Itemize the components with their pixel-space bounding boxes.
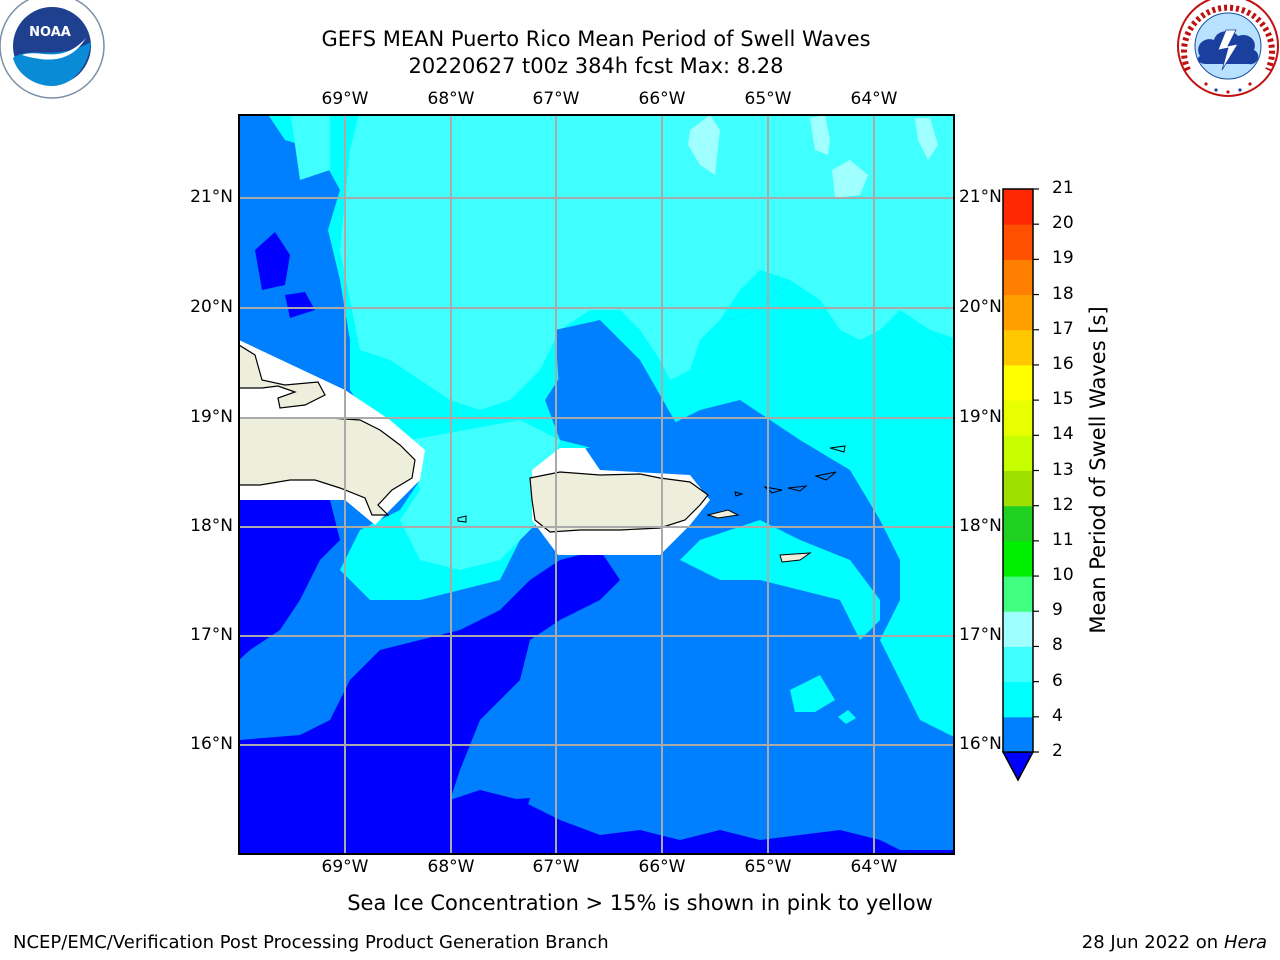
st-croix <box>779 552 812 563</box>
colorbar-tick-label: 2 <box>1052 741 1063 761</box>
colorbar <box>1001 188 1039 782</box>
lat-label-left: 20°N <box>190 297 233 317</box>
colorbar-segment <box>1003 189 1033 225</box>
colorbar-tick-label: 14 <box>1052 424 1074 445</box>
colorbar-tick-label: 21 <box>1052 178 1074 198</box>
lon-label-bottom: 68°W <box>427 857 475 877</box>
contour-2-i <box>500 798 530 818</box>
credit-line: NCEP/EMC/Verification Post Processing Pr… <box>13 932 609 953</box>
colorbar-segment <box>1003 505 1033 542</box>
colorbar-segment <box>1003 540 1033 577</box>
colorbar-segment <box>1003 611 1033 647</box>
lon-label-bottom: 64°W <box>850 857 898 877</box>
contour-4-6-g <box>790 675 835 712</box>
contour-8-9-d <box>915 118 938 160</box>
lon-label-top: 68°W <box>427 89 475 109</box>
contour-6-8-south <box>400 420 560 570</box>
colorbar-tick-label: 9 <box>1052 600 1063 621</box>
colorbar-tick-label: 12 <box>1052 494 1074 515</box>
lat-label-right: 19°N <box>959 407 1002 427</box>
colorbar-segment <box>1003 329 1033 366</box>
lat-label-left: 17°N <box>190 625 233 645</box>
sea-ice-note: Sea Ice Concentration > 15% is shown in … <box>347 891 933 915</box>
colorbar-segment <box>1003 364 1033 401</box>
contour-2-b <box>239 550 954 854</box>
chart-title: GEFS MEAN Puerto Rico Mean Period of Swe… <box>321 27 871 51</box>
lat-label-right: 20°N <box>959 297 1002 317</box>
lon-label-top: 69°W <box>321 89 369 109</box>
anegada <box>829 445 846 453</box>
nws-logo <box>1177 0 1279 97</box>
colorbar-tick-label: 10 <box>1052 565 1074 586</box>
colorbar-segment <box>1003 224 1033 260</box>
gridlines <box>239 115 954 854</box>
lon-label-bottom: 65°W <box>744 857 792 877</box>
lon-label-bottom: 69°W <box>321 857 369 877</box>
colorbar-segment <box>1003 470 1033 507</box>
lat-label-left: 21°N <box>190 187 233 207</box>
colorbar-segment <box>1003 646 1033 683</box>
lon-label-top: 64°W <box>850 89 898 109</box>
lon-label-top: 67°W <box>532 89 580 109</box>
contour-2-d <box>285 292 315 318</box>
lat-label-right: 21°N <box>959 187 1002 207</box>
colorbar-segment <box>1003 716 1033 753</box>
contour-4-6-se <box>680 520 880 640</box>
map-frame <box>238 114 955 855</box>
colorbar-tick-label: 4 <box>1052 705 1063 726</box>
lat-label-right: 16°N <box>959 734 1002 754</box>
mona-island <box>457 515 467 523</box>
contour-4-6-h <box>838 710 856 724</box>
lat-label-right: 17°N <box>959 625 1002 645</box>
culebra <box>734 491 744 497</box>
noaa-logo-text: NOAA <box>29 25 71 40</box>
contour-6-8-a <box>290 115 330 180</box>
lon-label-top: 65°W <box>744 89 792 109</box>
lat-label-right: 18°N <box>959 516 1002 536</box>
colorbar-segment <box>1003 294 1033 331</box>
colorbar-tick-label: 8 <box>1052 635 1063 656</box>
lat-label-left: 18°N <box>190 516 233 536</box>
colorbar-segment <box>1003 681 1033 718</box>
colorbar-tick-label: 20 <box>1052 213 1074 234</box>
date-line: 28 Jun 2022 on Hera <box>1082 932 1267 953</box>
colorbar-segment <box>1003 435 1033 471</box>
colorbar-extend <box>1001 751 1035 782</box>
colorbar-tick-label: 19 <box>1052 248 1074 269</box>
colorbar-tick-label: 17 <box>1052 318 1074 339</box>
colorbar-title: Mean Period of Swell Waves [s] <box>1086 306 1110 634</box>
host-name: Hera <box>1223 932 1267 953</box>
lon-label-bottom: 67°W <box>532 857 580 877</box>
hispaniola-north-coast <box>239 344 326 409</box>
colorbar-tick-label: 6 <box>1052 670 1063 691</box>
lon-label-top: 66°W <box>638 89 686 109</box>
colorbar-tick-label: 11 <box>1052 529 1074 550</box>
colorbar-segment <box>1003 259 1033 296</box>
colorbar-segment <box>1003 400 1033 436</box>
hispaniola <box>239 417 416 516</box>
lat-label-left: 19°N <box>190 407 233 427</box>
colorbar-tick-label: 15 <box>1052 389 1074 410</box>
vieques <box>706 509 740 519</box>
lon-label-bottom: 66°W <box>638 857 686 877</box>
chart-subtitle: 20220627 t00z 384h fcst Max: 8.28 <box>408 54 784 78</box>
contour-2-a <box>239 500 340 660</box>
colorbar-segment <box>1003 576 1033 612</box>
tortola <box>787 485 808 492</box>
date-text: 28 Jun 2022 on <box>1081 932 1219 953</box>
virgin-gorda <box>814 471 837 481</box>
contour-8-9-c <box>832 160 868 198</box>
colorbar-tick-label: 16 <box>1052 353 1074 374</box>
contour-6-8-north <box>340 115 954 410</box>
contour-8-9-b <box>810 115 830 155</box>
swell-period-contours <box>239 115 954 854</box>
noaa-logo: NOAA <box>0 0 105 99</box>
colorbar-tick-label: 13 <box>1052 459 1074 480</box>
colorbar-tick-label: 18 <box>1052 283 1074 304</box>
contour-8-9-a <box>688 115 720 175</box>
contour-2-c <box>255 232 290 290</box>
lat-label-left: 16°N <box>190 734 233 754</box>
